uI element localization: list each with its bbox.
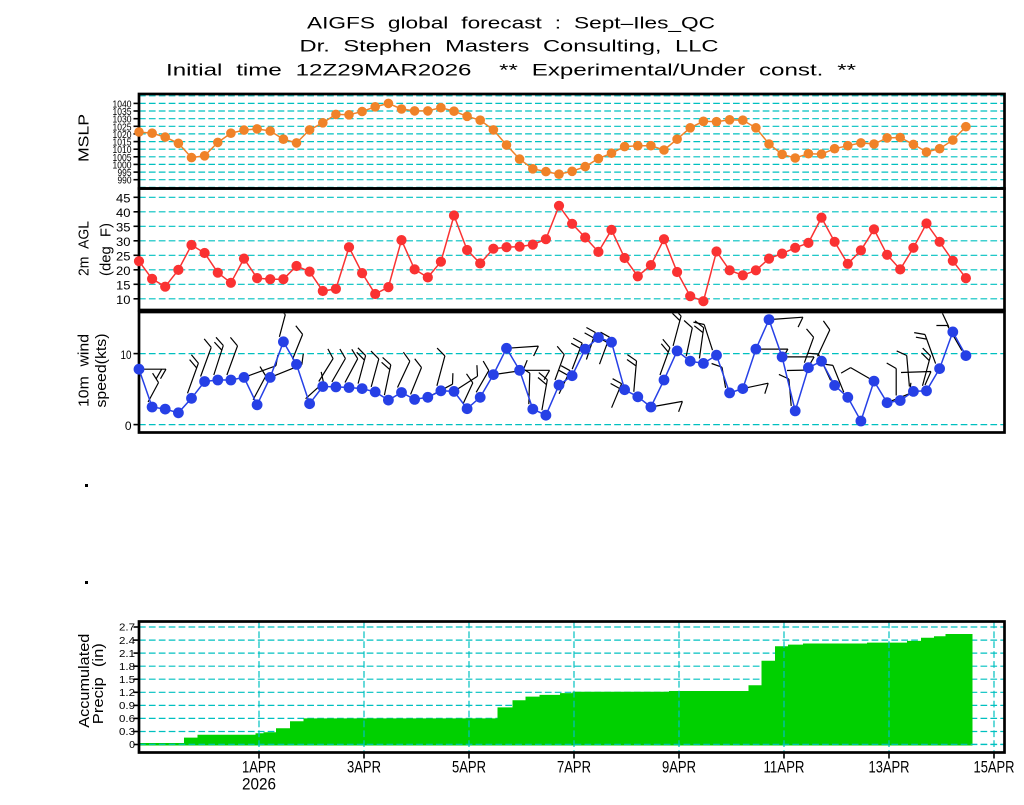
svg-text:10: 10 — [121, 348, 132, 362]
svg-text:0.6: 0.6 — [119, 713, 135, 725]
svg-text:1040: 1040 — [113, 98, 132, 110]
svg-text:13APR: 13APR — [869, 758, 910, 777]
svg-text:1035: 1035 — [113, 106, 132, 118]
svg-text:1000: 1000 — [113, 159, 132, 171]
svg-text:995: 995 — [118, 167, 132, 179]
svg-text:25: 25 — [116, 250, 131, 264]
svg-text:15: 15 — [116, 279, 131, 293]
svg-text:45: 45 — [116, 192, 131, 206]
svg-text:Dr. Stephen Masters Consulting: Dr. Stephen Masters Consulting, LLC — [300, 37, 719, 56]
svg-text:20: 20 — [116, 264, 131, 278]
svg-text:2.1: 2.1 — [119, 648, 135, 660]
svg-text:2.4: 2.4 — [119, 635, 135, 647]
svg-text:speed(kts): speed(kts) — [93, 333, 110, 407]
svg-text:1.8: 1.8 — [119, 661, 135, 673]
svg-text:1025: 1025 — [113, 121, 132, 133]
svg-text:10m wind: 10m wind — [76, 334, 93, 407]
svg-text:AIGFS global forecast : Sept–I: AIGFS global forecast : Sept–Iles_QC — [307, 14, 715, 33]
svg-text:2.7: 2.7 — [119, 622, 135, 634]
svg-text:7APR: 7APR — [557, 758, 591, 777]
svg-text:5APR: 5APR — [452, 758, 486, 777]
svg-text:40: 40 — [116, 206, 131, 220]
svg-text:1020: 1020 — [113, 129, 132, 141]
svg-text:MSLP: MSLP — [76, 114, 93, 162]
svg-text:1010: 1010 — [113, 144, 132, 156]
svg-text:0.9: 0.9 — [119, 700, 135, 712]
svg-text:15APR: 15APR — [974, 758, 1015, 777]
svg-text:(deg F): (deg F) — [98, 223, 115, 276]
svg-text:3APR: 3APR — [347, 758, 381, 777]
svg-text:990: 990 — [118, 175, 132, 187]
svg-text:10: 10 — [116, 293, 131, 307]
svg-text:1.5: 1.5 — [119, 674, 135, 686]
svg-text:Precip (in): Precip (in) — [90, 643, 107, 724]
svg-text:0.3: 0.3 — [119, 726, 135, 738]
svg-text:Accumulated: Accumulated — [76, 634, 93, 728]
svg-text:30: 30 — [116, 235, 131, 249]
svg-text:35: 35 — [116, 221, 131, 235]
svg-text:0: 0 — [129, 739, 135, 751]
svg-text:1030: 1030 — [113, 114, 132, 126]
svg-text:1.2: 1.2 — [119, 687, 135, 699]
svg-text:1005: 1005 — [113, 152, 132, 164]
svg-text:11APR: 11APR — [764, 758, 805, 777]
svg-text:1APR: 1APR — [242, 758, 276, 777]
svg-text:2026: 2026 — [242, 775, 276, 794]
svg-text:Initial time 12Z29MAR2026 **: Initial time 12Z29MAR2026 ** Experimenta… — [166, 61, 857, 80]
svg-text:9APR: 9APR — [662, 758, 696, 777]
svg-text:1015: 1015 — [113, 137, 132, 149]
svg-text:0: 0 — [125, 419, 132, 433]
svg-text:2m AGL: 2m AGL — [76, 221, 93, 276]
